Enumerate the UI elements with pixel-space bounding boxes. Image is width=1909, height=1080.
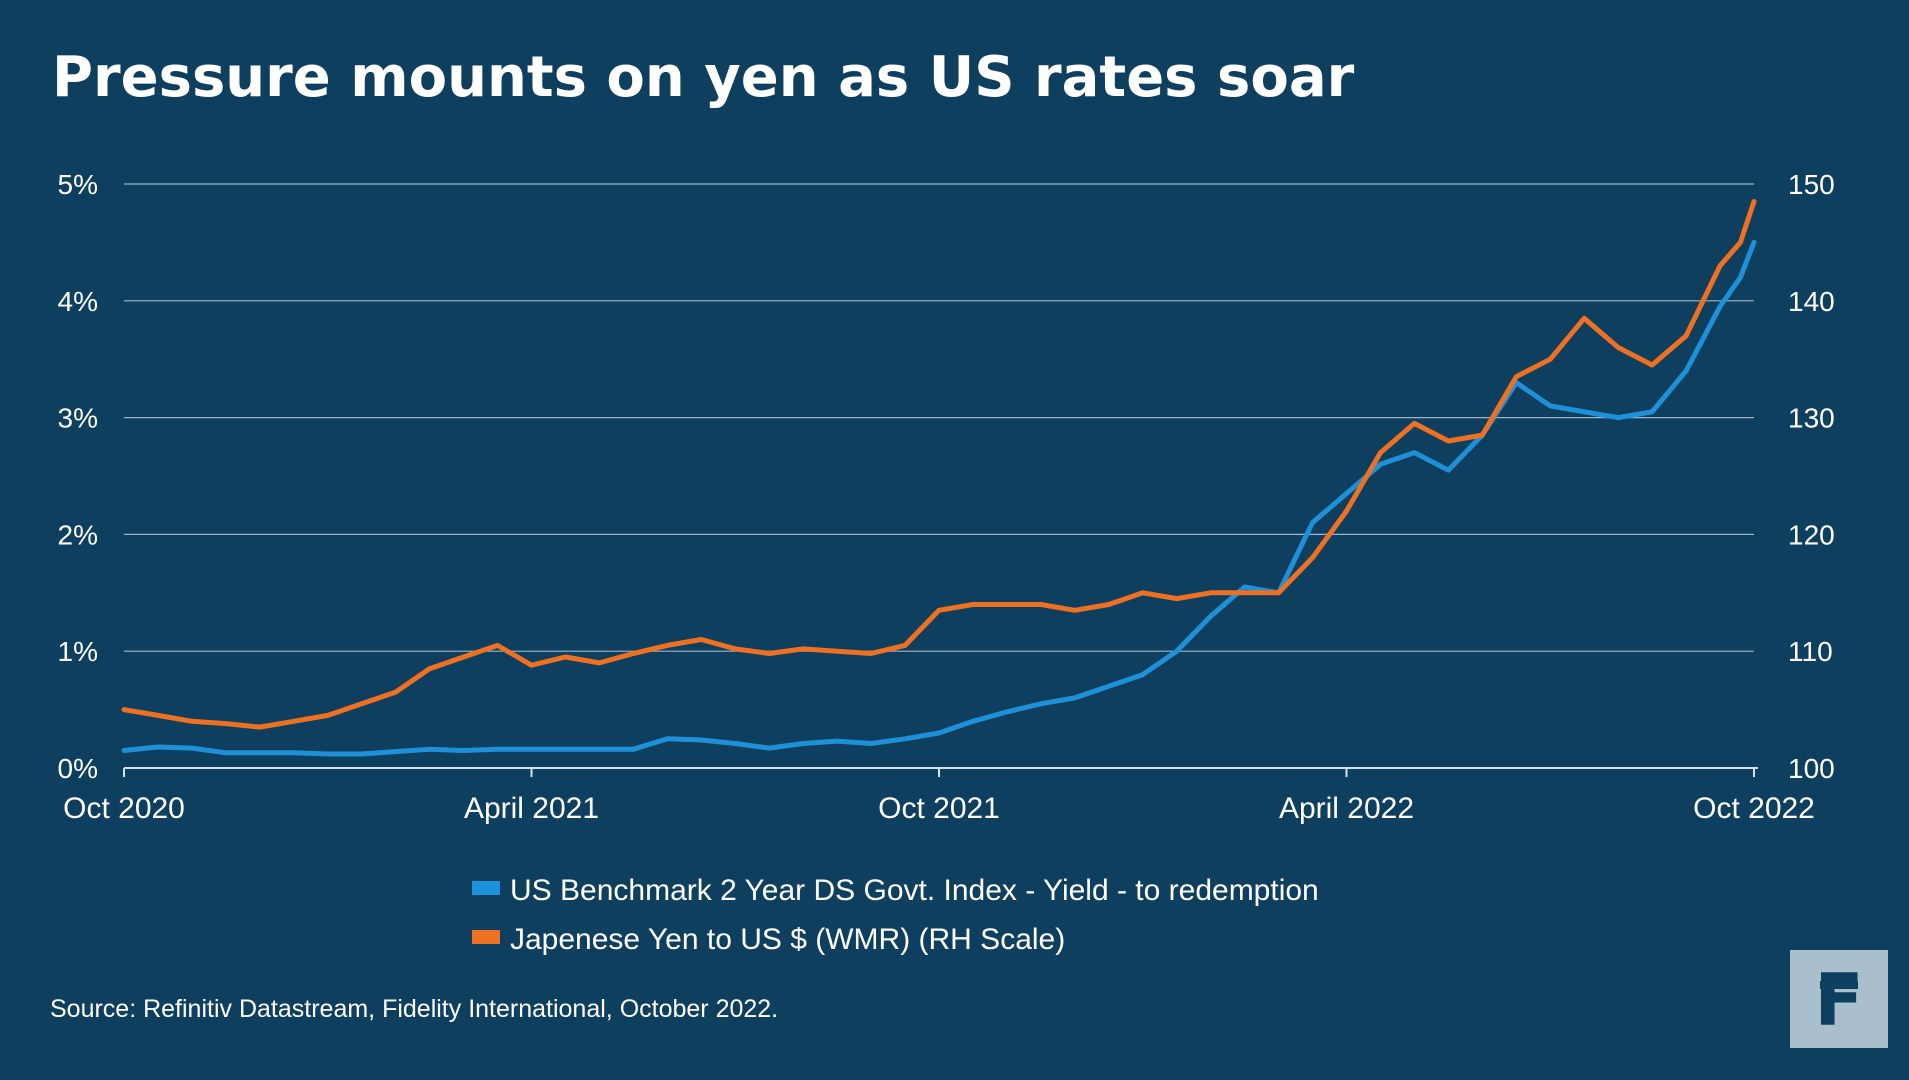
y-left-tick-label: 5% bbox=[58, 169, 98, 200]
legend-swatch-us-yield bbox=[472, 881, 500, 895]
legend-entry-us-yield: US Benchmark 2 Year DS Govt. Index - Yie… bbox=[472, 874, 1319, 907]
y-right-tick-label: 130 bbox=[1788, 403, 1835, 434]
axes: 0% 1% 2% 3% 4% 5% 100 110 120 130 140 150 Oct 2020 Ap… bbox=[58, 169, 1835, 825]
x-tick-label: Oct 2022 bbox=[1693, 792, 1815, 825]
y-right-tick-label: 120 bbox=[1788, 519, 1835, 550]
y-right-tick-label: 110 bbox=[1788, 636, 1833, 667]
x-tick-label: April 2022 bbox=[1279, 792, 1414, 825]
series-lines bbox=[121, 199, 1757, 757]
x-tick-label: Oct 2020 bbox=[63, 792, 185, 825]
y-left-tick-label: 3% bbox=[58, 403, 98, 434]
series-line-jpy-usd bbox=[121, 199, 1757, 730]
logo-mark: F bbox=[1814, 958, 1863, 1042]
source-note: Source: Refinitiv Datastream, Fidelity I… bbox=[50, 995, 778, 1023]
y-left-tick-label: 2% bbox=[58, 519, 98, 550]
y-right-tick-label: 100 bbox=[1788, 753, 1835, 784]
x-tick-label: April 2021 bbox=[464, 792, 599, 825]
legend-label-us-yield: US Benchmark 2 Year DS Govt. Index - Yie… bbox=[510, 874, 1319, 907]
x-tick-label: Oct 2021 bbox=[878, 792, 1000, 825]
legend-swatch-yen bbox=[472, 930, 500, 944]
y-left-tick-label: 1% bbox=[58, 636, 98, 667]
y-right-tick-label: 140 bbox=[1788, 286, 1835, 317]
legend-label-yen: Japenese Yen to US $ (WMR) (RH Scale) bbox=[510, 923, 1065, 956]
y-left-tick-label: 4% bbox=[58, 286, 98, 317]
logo-bar bbox=[1820, 981, 1858, 989]
y-left-tick-label: 0% bbox=[58, 753, 98, 784]
y-right-tick-label: 150 bbox=[1788, 169, 1835, 200]
legend: US Benchmark 2 Year DS Govt. Index - Yie… bbox=[472, 874, 1319, 956]
fidelity-logo: F bbox=[1790, 950, 1888, 1048]
legend-entry-yen: Japenese Yen to US $ (WMR) (RH Scale) bbox=[472, 923, 1065, 956]
gridlines bbox=[124, 183, 1754, 652]
logo-box bbox=[1790, 950, 1888, 1048]
chart-title: Pressure mounts on yen as US rates soar bbox=[52, 45, 1355, 110]
